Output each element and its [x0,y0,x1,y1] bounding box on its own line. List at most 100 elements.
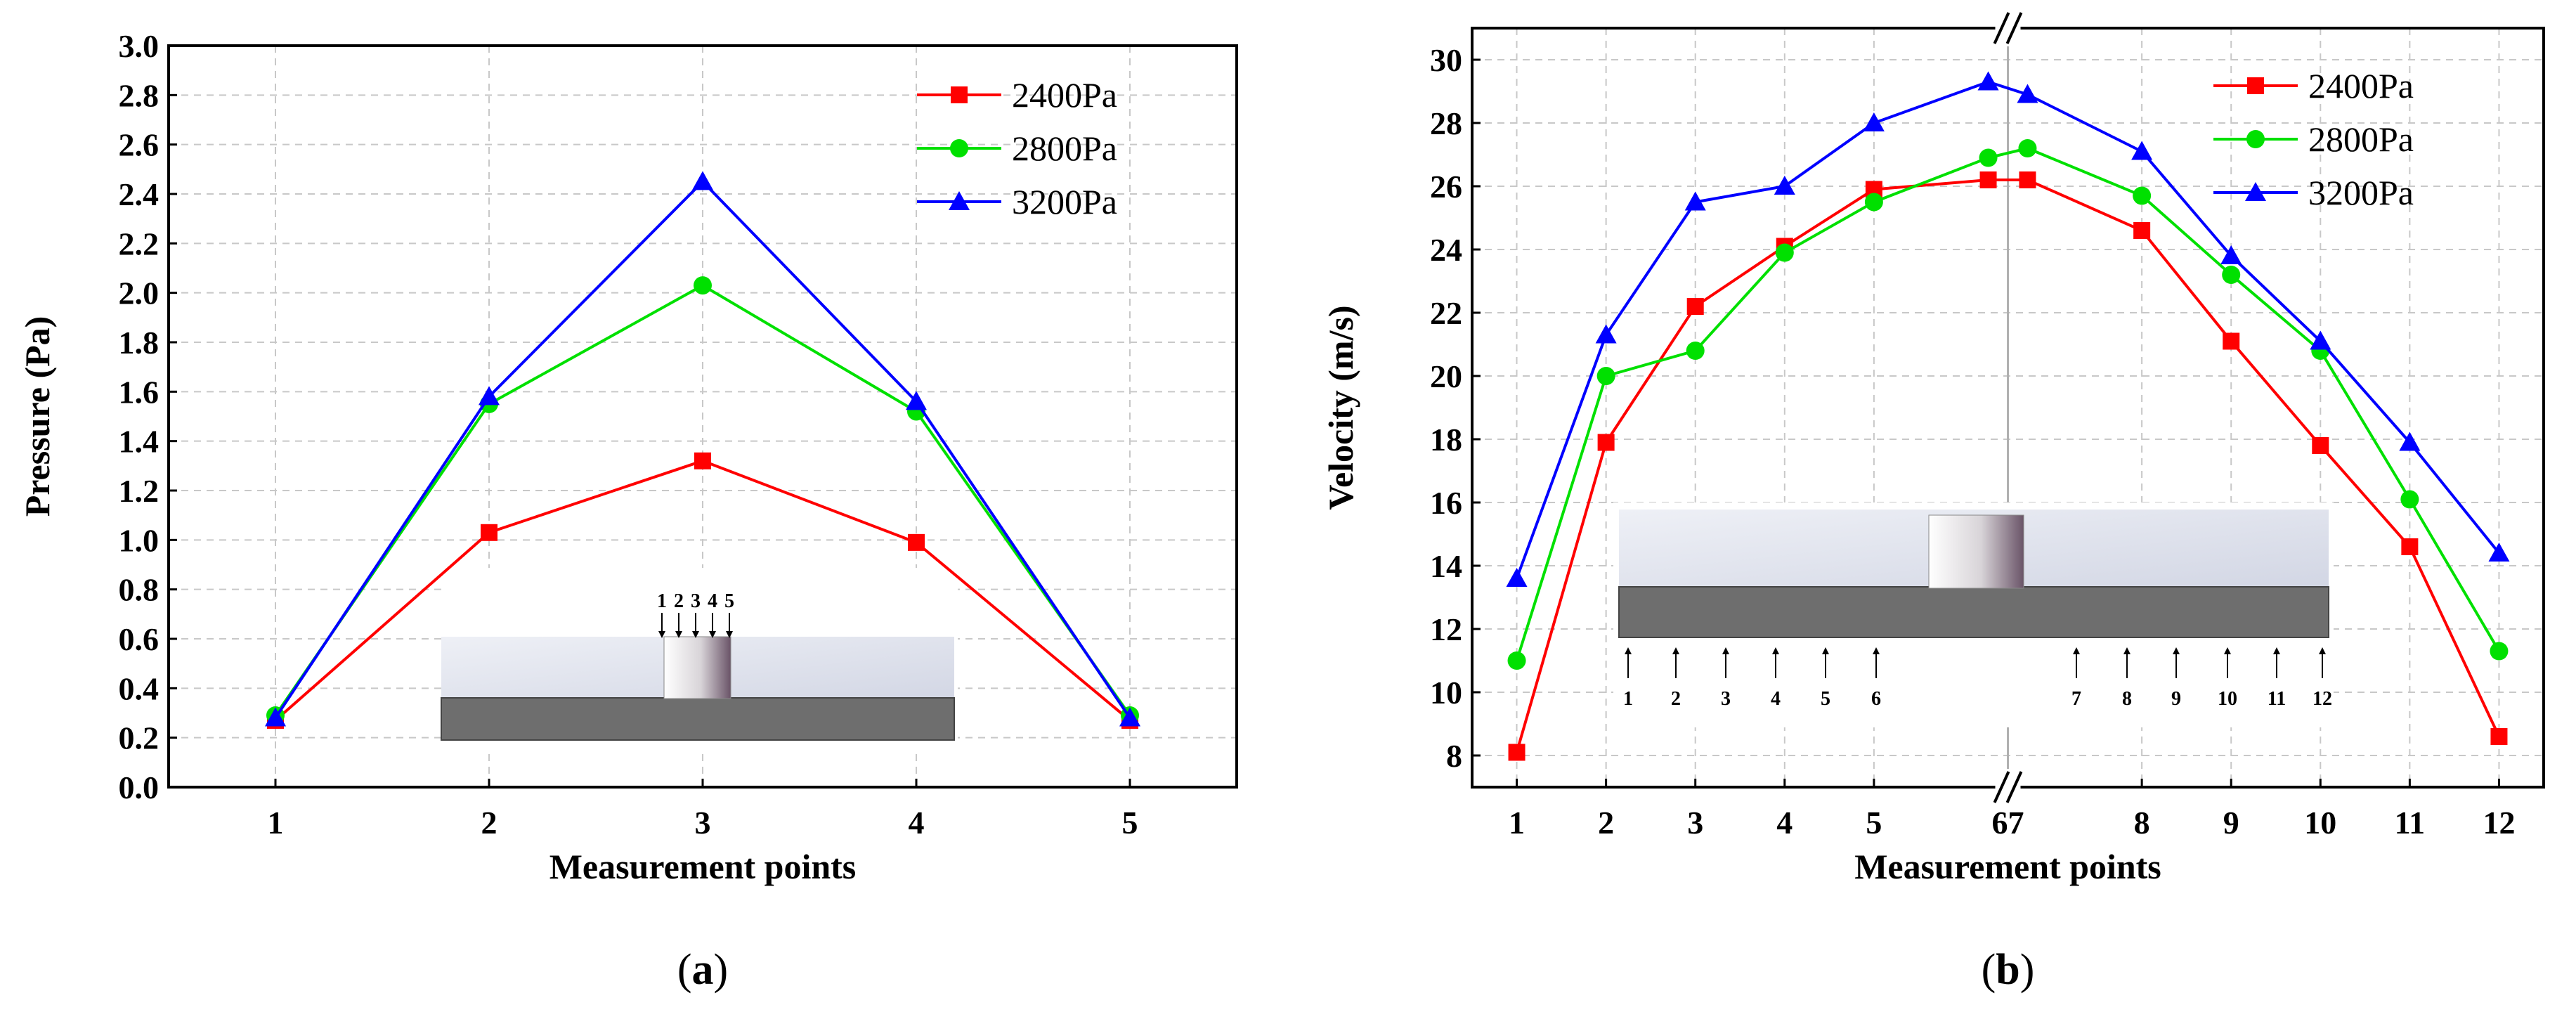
b-inset-probe-arrowhead [2073,647,2080,654]
a-inset-probe-arrowhead [726,631,733,638]
b-x-axis-title: Measurement points [1854,847,2161,886]
b-inset-probe-label: 11 [2268,688,2286,710]
b-y-tick-label: 28 [1430,105,1462,141]
a-inset-probe-label: 5 [724,590,734,612]
b-data-point [2401,538,2419,555]
b-axis-break-mark [1993,12,2010,44]
a-y-tick-label: 2.0 [119,275,160,311]
b-data-point [1774,176,1795,195]
b-axis-break-mark [2005,771,2023,803]
b-data-point [2488,543,2510,562]
a-y-tick-label: 2.2 [119,226,160,261]
a-inset-probe-label: 1 [657,590,667,612]
a-legend-marker [951,86,968,103]
b-legend-label: 3200Pa [2308,173,2414,212]
a-inset-probe-label: 4 [708,590,717,612]
b-data-point [1864,193,1883,212]
b-axis-break-mark [2005,12,2023,44]
b-data-point [2310,330,2331,350]
b-inset-probe-arrowhead [1625,647,1632,654]
b-x-tick-label: 5 [1866,805,1882,841]
b-data-point [1596,367,1615,385]
b-inset-probe-label: 8 [2122,688,2132,710]
a-x-tick-label: 1 [268,805,284,841]
b-data-point [1597,434,1615,451]
b-legend-marker [2245,182,2266,201]
b-inset-probe-arrowhead [2224,647,2231,654]
a-y-tick-label: 2.4 [119,176,160,212]
b-data-point [2400,490,2419,509]
b-data-point [1979,148,1998,167]
b-inset-ground [1618,586,2329,638]
b-data-point [2018,139,2037,157]
a-data-point [694,452,711,469]
b-inset-probe-arrowhead [1672,647,1679,654]
a-y-tick-label: 3.0 [119,28,160,64]
b-data-point [1686,342,1705,360]
a-data-point [908,533,925,551]
b-inset-probe-label: 3 [1721,688,1731,710]
b-data-point [1508,744,1526,761]
b-data-point [1686,298,1704,315]
b-y-tick-label: 26 [1430,169,1462,205]
a-inset-probe-arrowhead [692,631,699,638]
b-caption: (b) [1982,946,2035,994]
a-legend-marker [949,191,970,210]
b-data-point [1863,112,1885,131]
b-inset-probe-label: 9 [2171,688,2181,710]
b-y-tick-label: 20 [1430,358,1462,394]
b-y-tick-label: 14 [1430,548,1462,584]
a-y-tick-label: 1.4 [119,424,160,460]
b-y-tick-label: 12 [1430,611,1462,647]
a-y-tick-label: 1.0 [119,522,160,558]
b-x-tick-label: 1 [1509,805,1525,841]
b-y-tick-label: 30 [1430,42,1462,78]
b-inset-probe-arrowhead [2273,647,2280,654]
a-y-tick-label: 1.8 [119,325,160,361]
b-x-tick-label: 3 [1687,805,1703,841]
a-inset-probe-arrowhead [658,631,665,638]
b-series-line [1515,179,2501,753]
a-data-point [694,276,712,295]
b-inset-probe-label: 6 [1871,688,1881,710]
b-caption-letter: b [1996,946,2019,994]
b-legend-label: 2800Pa [2308,119,2414,159]
a-series-3200Pa [265,171,1140,727]
b-x-tick-label: 8 [2134,805,2150,841]
b-series-line [1515,80,2501,579]
b-x-tick-label: 67 [1992,805,2024,841]
b-inset-probe-label: 10 [2218,688,2237,710]
a-inset-ground [441,697,955,741]
a-inset-probe-label: 2 [674,590,684,612]
a-inset-probe-arrowhead [675,631,682,638]
a-y-tick-label: 1.2 [119,473,160,509]
a-data-point [906,391,927,410]
b-legend-label: 2400Pa [2308,66,2414,105]
b-x-tick-label: 9 [2223,805,2239,841]
b-data-point [1507,651,1526,670]
b-x-tick-label: 4 [1776,805,1793,841]
a-y-tick-label: 2.8 [119,77,160,113]
b-series-3200Pa [1506,71,2510,587]
b-x-tick-label: 2 [1598,805,1614,841]
b-inset-probe-label: 2 [1671,688,1681,710]
b-x-tick-label: 10 [2304,805,2336,841]
a-x-tick-label: 3 [695,805,711,841]
b-data-point [2490,728,2508,745]
a-inset-probe-label: 3 [691,590,701,612]
b-data-point [1684,191,1706,211]
b-data-point [2223,332,2240,350]
b-data-point [2019,171,2036,188]
b-inset-probe-arrowhead [1873,647,1880,654]
b-data-point [1595,324,1617,344]
b-data-point [1977,71,1999,91]
b-data-point [2222,266,2241,284]
a-y-tick-label: 0.6 [119,621,160,657]
b-data-point [2220,245,2242,264]
b-y-tick-label: 22 [1430,295,1462,331]
b-series-2800Pa [1507,139,2509,670]
a-legend-marker [950,139,968,157]
a-y-tick-label: 0.2 [119,720,160,756]
b-inset-probe-arrowhead [1722,647,1729,654]
